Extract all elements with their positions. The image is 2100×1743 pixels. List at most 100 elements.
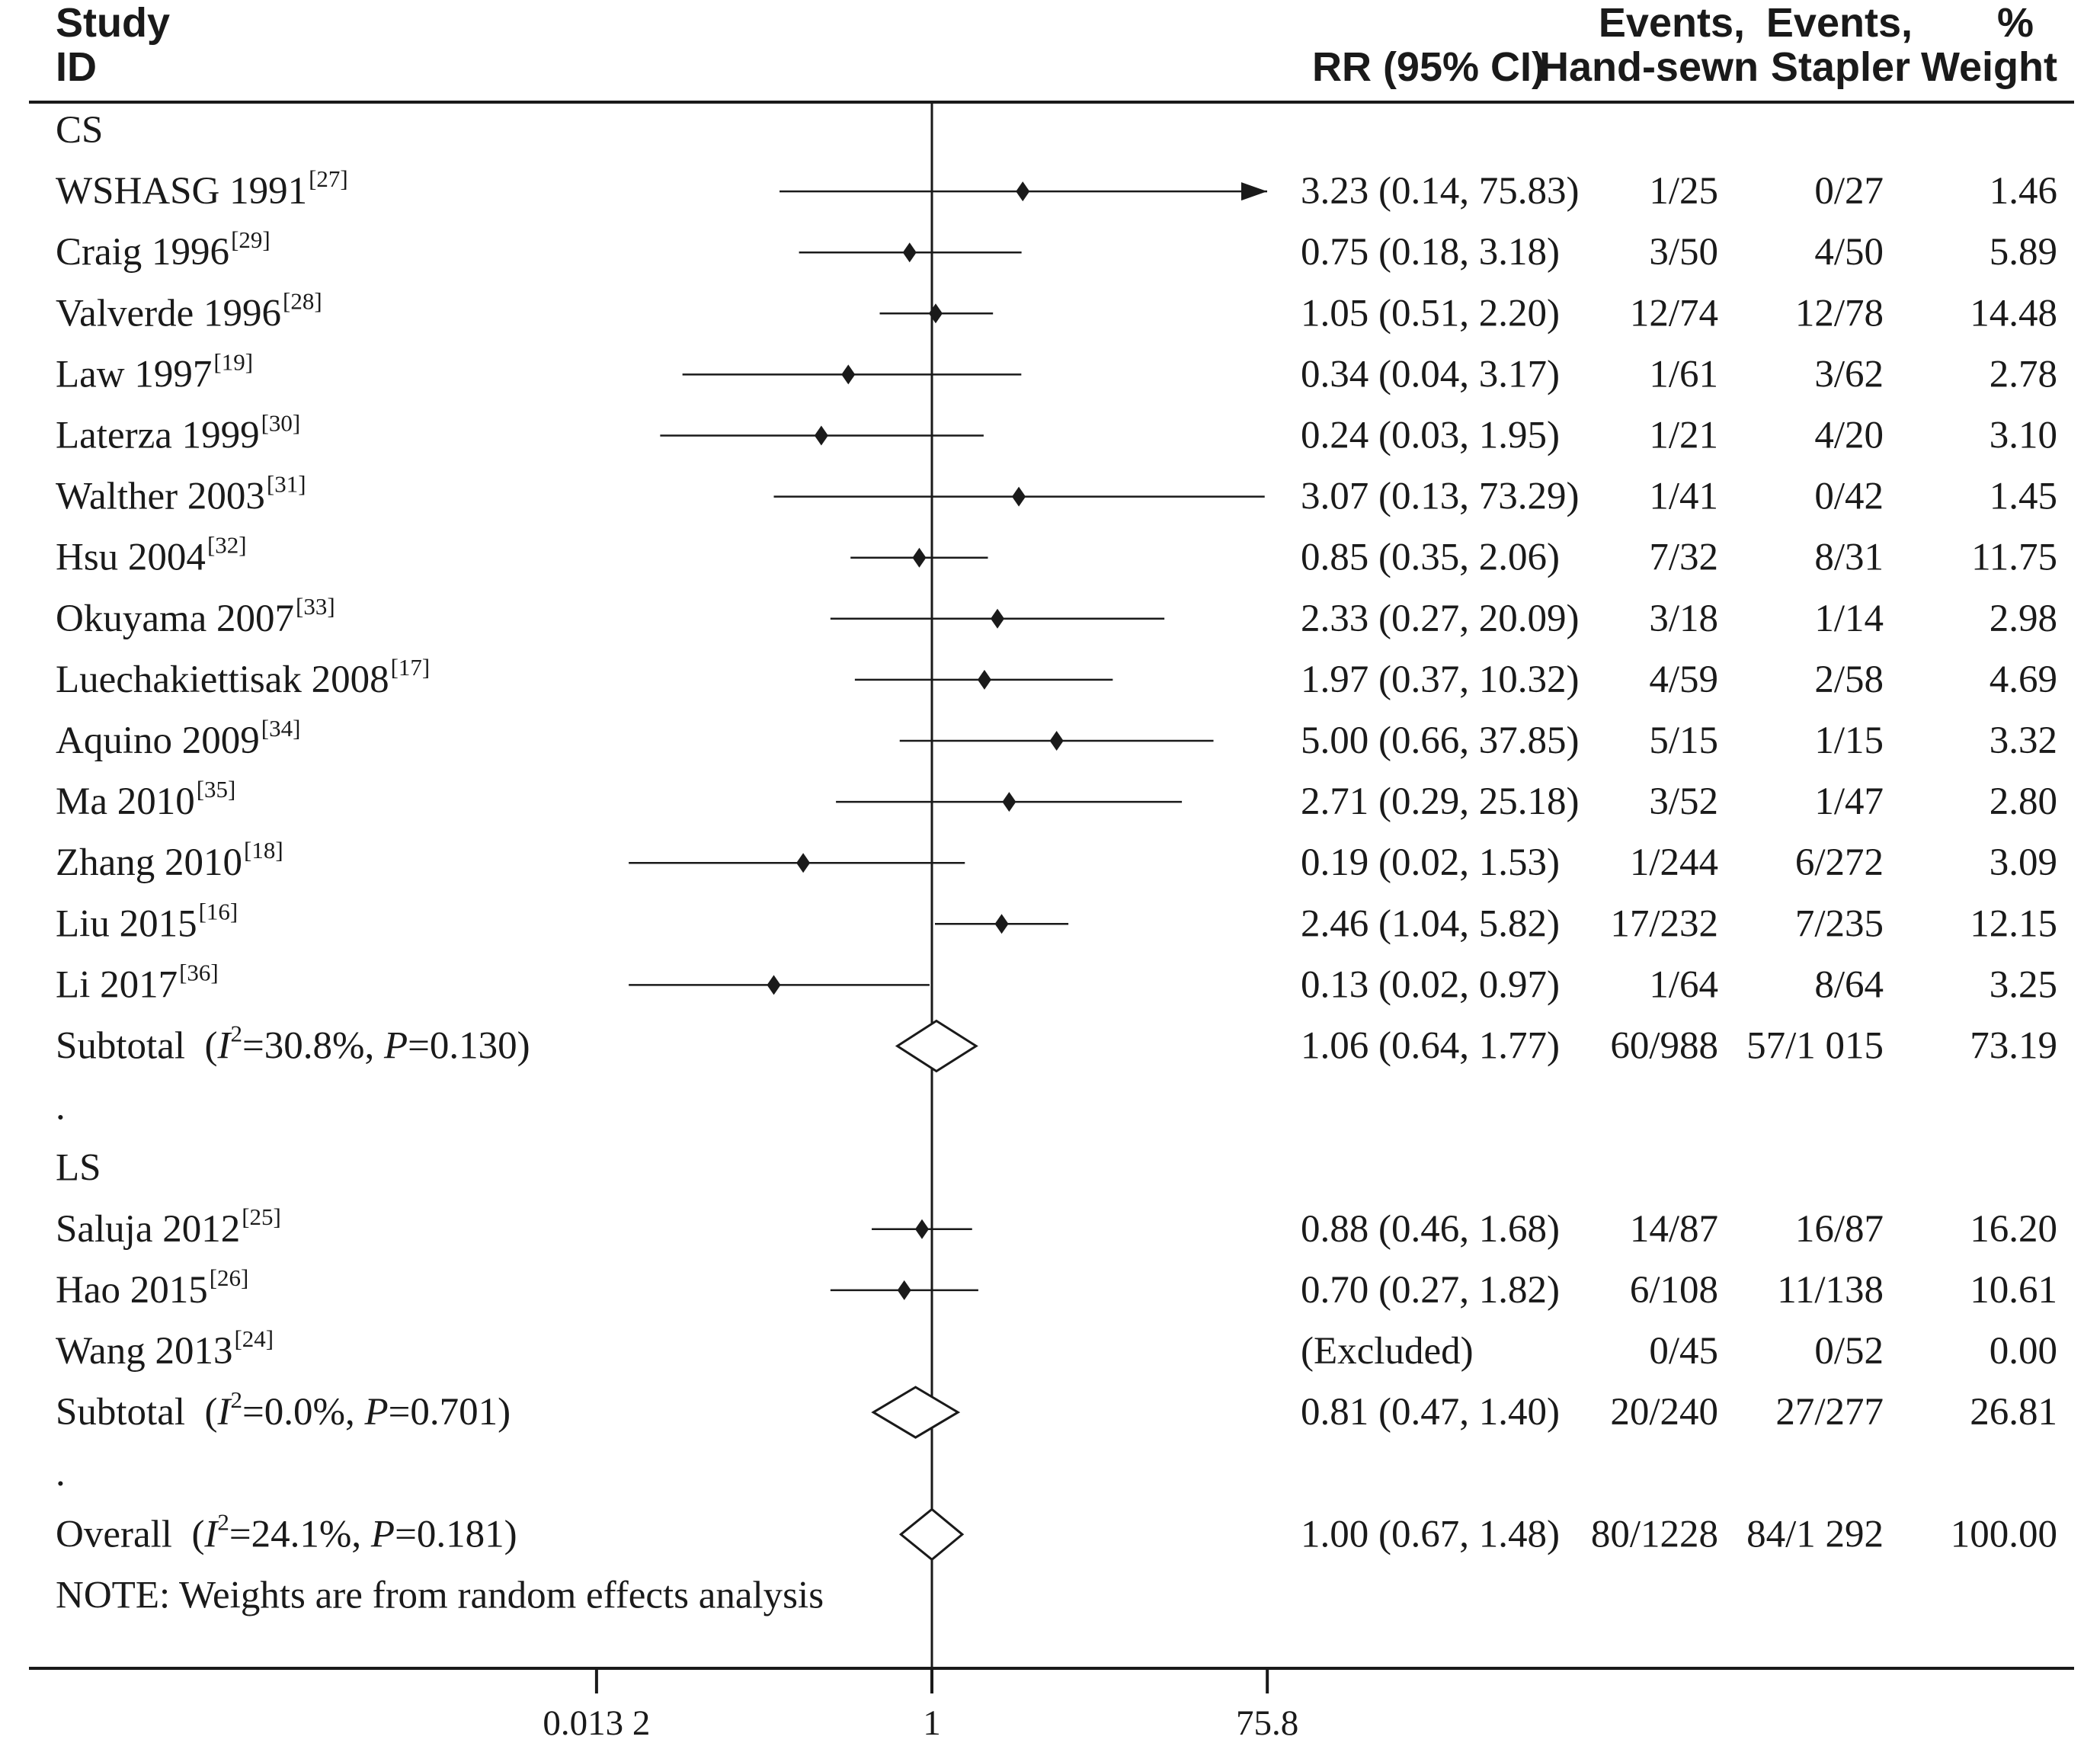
study-label: Law 1997[19] [56,348,253,396]
events-hand-sewn: 3/18 [1649,598,1718,640]
events-stapler: 7/235 [1795,902,1884,945]
subgroup-label: CS [56,109,103,152]
subtotal-label: Subtotal (I2=30.8%, P=0.130) [56,1020,530,1068]
rr-ci-value: 2.46 (1.04, 5.82) [1301,902,1560,945]
separator-dot: . [56,1086,66,1129]
events-hand-sewn: 17/232 [1610,902,1718,945]
study-reference: [35] [197,776,236,803]
p-value: 0.701 [410,1391,498,1434]
study-reference: [25] [242,1203,281,1230]
study-name: Luechakiettisak 2008 [56,658,389,701]
weight-value: 2.78 [1990,353,2057,396]
study-reference: [16] [199,898,238,924]
header-weight-line1: % [1997,0,2034,46]
study-reference: [19] [213,348,253,375]
study-label: Zhang 2010[18] [56,837,283,884]
study-reference: [31] [267,471,306,498]
pooled-diamond [895,1019,978,1073]
weight-value: 1.46 [1990,170,2057,213]
study-label: Wang 2013[24] [56,1325,274,1373]
study-name: Saluja 2012 [56,1208,240,1251]
p-value: 0.130 [430,1025,517,1068]
study-label: Aquino 2009[34] [56,715,300,762]
study-name: Laterza 1999 [56,415,260,457]
study-name: Zhang 2010 [56,841,242,884]
weight-value: 14.48 [1970,292,2057,335]
separator-dot: . [56,1452,66,1495]
rr-ci-value: 0.85 (0.35, 2.06) [1301,537,1560,579]
weight-value: 2.80 [1990,780,2057,823]
x-tick-label: 1 [923,1703,941,1743]
point-estimate [994,914,1009,934]
equals-sign: = [242,1391,264,1434]
study-name: Ma 2010 [56,780,195,823]
study-name: Liu 2015 [56,902,197,945]
rr-ci-value: 0.13 (0.02, 0.97) [1301,963,1560,1006]
point-estimate [928,303,943,324]
study-reference: [17] [391,654,431,681]
events-hand-sewn: 5/15 [1649,719,1718,762]
events-stapler: 12/78 [1795,292,1884,335]
i-squared-value: 0.0% [264,1391,345,1434]
forest-rows: CS WSHASG 1991[27] 3.23 (0.14, 75.83) 1/25 0… [56,102,2057,1668]
events-hand-sewn: 6/108 [1630,1269,1718,1312]
events-hand-sewn: 3/52 [1649,780,1718,823]
study-reference: [30] [261,410,301,437]
study-name: Hsu 2004 [56,537,206,579]
p-symbol: P [363,1391,388,1434]
footnote: NOTE: Weights are from random effects an… [56,1574,824,1616]
rr-ci-value: 2.33 (0.27, 20.09) [1301,598,1579,640]
rr-ci-value: 0.24 (0.03, 1.95) [1301,415,1560,457]
subtotal-label: Subtotal (I2=0.0%, P=0.701) [56,1386,511,1434]
point-estimate [977,669,991,690]
events-hand-sewn: 80/1228 [1591,1513,1718,1556]
study-label: Liu 2015[16] [56,898,238,945]
p-value: 0.181 [417,1513,504,1556]
study-reference: [36] [179,959,219,985]
study-reference: [27] [309,165,348,192]
weight-value: 2.98 [1990,598,2057,640]
point-estimate [991,608,1005,629]
weight-value: 16.20 [1970,1208,2057,1251]
study-reference: [33] [296,593,335,620]
events-stapler: 16/87 [1795,1208,1884,1251]
header-rr-ci: RR (95% CI) [1312,44,1545,90]
weight-value: 3.09 [1990,841,2057,884]
i-squared-symbol: I [217,1025,232,1068]
study-label: Walther 2003[31] [56,471,306,518]
header-events-stapler-line2: Stapler [1771,44,1910,90]
equals-sign: = [395,1513,417,1556]
point-estimate [914,1219,929,1239]
x-tick-label: 75.8 [1236,1703,1298,1743]
open-paren: ( [185,1391,217,1434]
study-label: Li 2017[36] [56,959,219,1006]
study-label: WSHASG 1991[27] [56,165,348,213]
point-estimate [912,547,927,568]
header-events-hand-line2: Hand-sewn [1539,44,1759,90]
events-stapler: 57/1 015 [1746,1025,1884,1068]
rr-ci-value: 0.81 (0.47, 1.40) [1301,1391,1560,1434]
summary-prefix: Overall [56,1513,172,1556]
events-hand-sewn: 12/74 [1630,292,1718,335]
x-axis: 0.013 2 1 75.8 [543,1668,1298,1743]
study-reference: [34] [261,715,301,742]
x-tick-label: 0.013 2 [543,1703,650,1743]
ci-arrow [1241,182,1267,201]
study-name: Okuyama 2007 [56,598,294,640]
study-label: Hsu 2004[32] [56,532,247,579]
study-name: Law 1997 [56,353,212,396]
subgroup-label: LS [56,1147,101,1190]
events-hand-sewn: 1/21 [1649,415,1718,457]
weight-value: 3.32 [1990,719,2057,762]
study-label: Hao 2015[26] [56,1264,248,1312]
rr-ci-value: 0.19 (0.02, 1.53) [1301,841,1560,884]
events-hand-sewn: 14/87 [1630,1208,1718,1251]
rr-ci-value: 2.71 (0.29, 25.18) [1301,780,1579,823]
weight-value: 10.61 [1970,1269,2057,1312]
events-hand-sewn: 0/45 [1649,1330,1718,1373]
rr-ci-value: (Excluded) [1301,1330,1474,1373]
rr-ci-value: 1.00 (0.67, 1.48) [1301,1513,1560,1556]
weight-value: 3.25 [1990,963,2057,1006]
rr-ci-value: 0.34 (0.04, 3.17) [1301,353,1560,396]
study-name: Aquino 2009 [56,719,260,762]
